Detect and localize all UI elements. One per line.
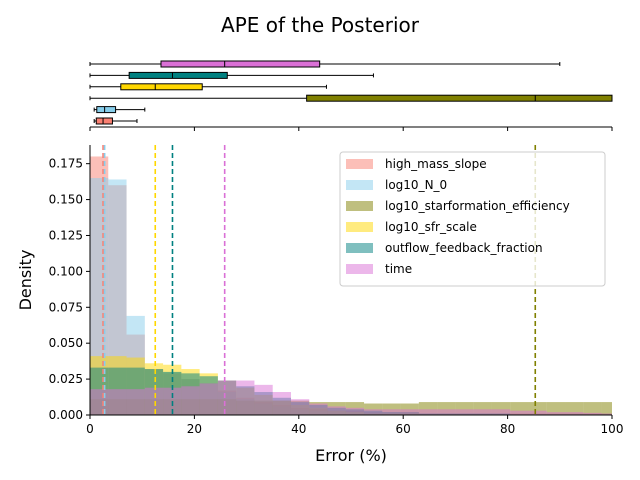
x-tick-label-0: 0 (86, 422, 94, 436)
x-tick-label-1: 20 (187, 422, 202, 436)
hist-bar-5-26 (565, 412, 584, 415)
hist-bar-5-24 (528, 410, 547, 415)
boxplot-box-4 (128, 71, 228, 79)
x-tick-label-5: 100 (601, 422, 624, 436)
boxplot-3 (89, 83, 327, 91)
legend-label-4: outflow_feedback_fraction (385, 241, 543, 255)
boxplot-4 (89, 71, 374, 79)
hist-bar-5-3 (144, 387, 164, 415)
legend-swatch-3 (346, 222, 373, 232)
legend-label-3: log10_sfr_scale (385, 220, 477, 234)
hist-bar-5-8 (236, 380, 255, 415)
legend-swatch-2 (346, 201, 373, 211)
histogram-bars (90, 156, 612, 415)
legend-swatch-5 (346, 264, 373, 274)
hist-bar-5-1 (108, 389, 127, 415)
y-tick-label-4: 0.100 (49, 264, 83, 278)
hist-bar-5-2 (126, 389, 145, 415)
boxplot-2 (89, 94, 613, 102)
hist-bar-5-15 (364, 409, 383, 415)
y-tick-label-2: 0.050 (49, 336, 83, 350)
hist-bar-2-25 (546, 402, 566, 415)
axes: 0 20 40 60 80 100 0.000 0.025 0.050 0.075 0.100 0.1… (49, 145, 624, 436)
hist-bar-2-27 (583, 402, 602, 415)
boxplot-0 (93, 117, 138, 125)
legend-label-5: time (385, 262, 412, 276)
hist-bar-5-6 (199, 383, 218, 415)
hist-bar-5-20 (455, 409, 474, 415)
hist-bar-5-0 (90, 389, 109, 415)
hist-bar-5-21 (473, 409, 492, 415)
hist-bar-5-17 (400, 409, 419, 415)
hist-bar-5-11 (290, 399, 310, 415)
boxplot-box-3 (120, 83, 203, 91)
x-tick-label-2: 40 (291, 422, 306, 436)
hist-bar-5-22 (491, 409, 511, 415)
hist-bar-5-13 (327, 406, 346, 415)
hist-bar-5-7 (217, 380, 237, 415)
y-tick-label-0: 0.000 (49, 408, 83, 422)
legend-swatch-1 (346, 180, 373, 190)
x-tick-label-4: 80 (500, 422, 515, 436)
legend-label-2: log10_starformation_efficiency (385, 199, 570, 213)
hist-bar-5-19 (437, 409, 456, 415)
legend-frame (339, 151, 606, 287)
x-tick-label-3: 60 (396, 422, 411, 436)
boxplot-box-0 (95, 117, 113, 125)
y-axis-label: Density (16, 250, 35, 311)
y-tick-label-6: 0.150 (49, 193, 83, 207)
hist-bar-5-18 (418, 409, 438, 415)
x-axis-label: Error (%) (315, 446, 387, 465)
hist-bar-5-9 (254, 384, 273, 415)
hist-bar-2-28 (601, 402, 612, 415)
boxplot-box-1 (96, 106, 117, 114)
hist-bar-5-12 (309, 403, 328, 415)
hist-bar-1-1 (108, 179, 127, 415)
hist-bar-5-23 (510, 410, 529, 415)
hist-bar-5-14 (345, 407, 365, 415)
legend-label-0: high_mass_slope (385, 157, 487, 171)
boxplot-panel (89, 60, 613, 131)
y-tick-label-5: 0.125 (49, 228, 83, 242)
chart-title: APE of the Posterior (221, 13, 420, 37)
y-tick-label-1: 0.025 (49, 372, 83, 386)
hist-bar-5-10 (272, 392, 291, 415)
hist-bar-5-25 (546, 412, 566, 415)
hist-bar-2-26 (565, 402, 584, 415)
legend-swatch-4 (346, 243, 373, 253)
hist-bar-5-5 (181, 386, 200, 415)
legend: high_mass_slope log10_N_0 log10_starformat… (339, 151, 606, 287)
legend-label-1: log10_N_0 (385, 178, 447, 192)
y-tick-label-7: 0.175 (49, 157, 83, 171)
hist-bar-5-27 (583, 412, 602, 415)
boxplot-1 (93, 106, 146, 114)
hist-bar-5-28 (601, 413, 612, 415)
y-tick-label-3: 0.075 (49, 300, 83, 314)
boxplot-5 (89, 60, 561, 68)
hist-bar-5-16 (382, 409, 401, 415)
boxplot-box-2 (306, 94, 613, 102)
boxplot-box-5 (160, 60, 321, 68)
legend-swatch-0 (346, 159, 373, 169)
